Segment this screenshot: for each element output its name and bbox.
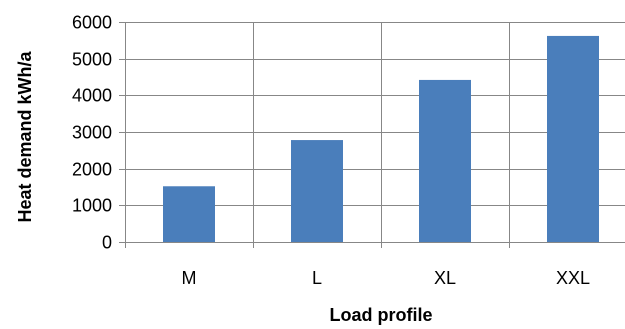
bars — [163, 35, 599, 242]
y-tick-label: 5000 — [72, 50, 112, 70]
x-tick-label: XL — [434, 268, 456, 288]
y-tick-labels: 0 1000 2000 3000 4000 5000 6000 — [72, 13, 112, 253]
x-tick-label: L — [312, 268, 322, 288]
y-tick-label: 6000 — [72, 13, 112, 33]
axes — [119, 22, 625, 248]
y-axis-title: Heat demand kWh/a — [15, 50, 35, 222]
x-tick-label: M — [182, 268, 197, 288]
y-tick-label: 1000 — [72, 196, 112, 216]
bar-xxl — [547, 35, 599, 242]
y-tick-label: 4000 — [72, 86, 112, 106]
x-tick-labels: M L XL XXL — [182, 268, 591, 288]
x-axis-title: Load profile — [330, 305, 433, 325]
bar-xl — [419, 79, 471, 242]
y-tick-label: 0 — [102, 233, 112, 253]
y-tick-label: 3000 — [72, 123, 112, 143]
y-tick-label: 2000 — [72, 160, 112, 180]
x-tick-label: XXL — [556, 268, 590, 288]
bar-m — [163, 186, 215, 242]
bar-l — [291, 140, 343, 242]
